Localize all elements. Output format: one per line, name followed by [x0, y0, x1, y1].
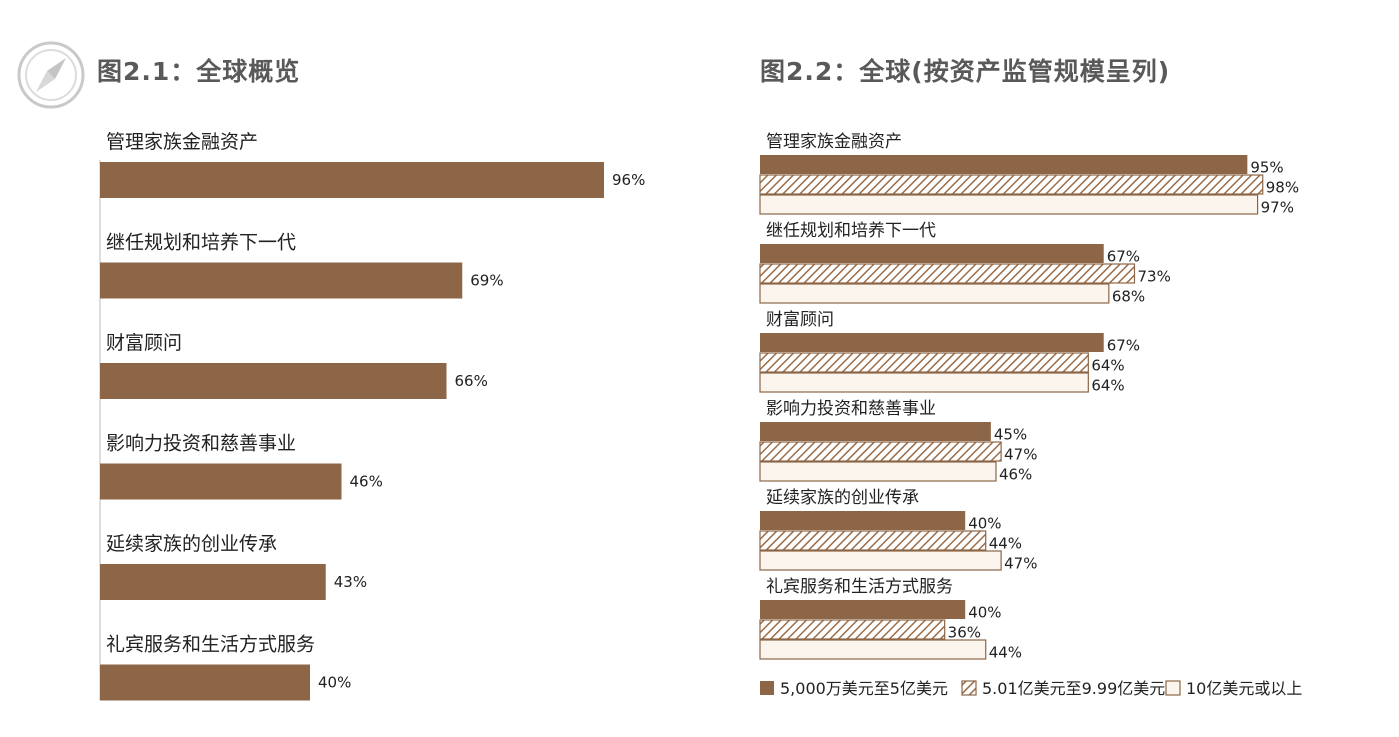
bar-series-2	[759, 174, 1264, 195]
bar-series-2	[759, 263, 1136, 284]
value-label: 43%	[334, 573, 367, 591]
value-label: 97%	[1261, 199, 1294, 217]
value-label: 47%	[1004, 446, 1037, 464]
bar-series-2	[759, 441, 1002, 462]
value-label: 69%	[470, 272, 503, 290]
legend-swatch	[760, 681, 774, 695]
value-label: 98%	[1266, 179, 1299, 197]
bar	[100, 363, 447, 399]
legend-swatch	[1165, 680, 1181, 696]
bar	[100, 664, 310, 701]
bar-series-1	[760, 244, 1104, 263]
legend-label: 5.01亿美元至9.99亿美元	[982, 679, 1165, 698]
category-label: 影响力投资和慈善事业	[766, 399, 936, 419]
bar	[100, 564, 326, 600]
category-label: 管理家族金融资产	[766, 132, 902, 152]
bar-series-2	[759, 619, 946, 640]
bar-series-3	[759, 461, 997, 482]
legend-label: 5,000万美元至5亿美元	[780, 679, 948, 698]
bar-series-1	[760, 155, 1248, 174]
category-label: 延续家族的创业传承	[766, 488, 919, 508]
value-label: 45%	[994, 426, 1027, 444]
value-label: 36%	[948, 624, 981, 642]
value-label: 47%	[1004, 555, 1037, 573]
bar-series-3	[759, 283, 1110, 304]
legend-swatch	[961, 680, 977, 696]
chart-global-overview: 管理家族金融资产 96% 继任规划和培养下一代 69% 财富顾问 66% 影响力投资和慈善事…	[99, 131, 645, 701]
value-label: 73%	[1137, 268, 1170, 286]
category-label: 财富顾问	[766, 310, 834, 330]
category-label: 继任规划和培养下一代	[766, 221, 936, 241]
value-label: 40%	[318, 674, 351, 692]
category-label: 财富顾问	[106, 332, 182, 354]
bar-series-3	[759, 194, 1259, 215]
compass-icon	[17, 41, 85, 109]
bar	[100, 463, 342, 500]
value-label: 67%	[1107, 337, 1140, 355]
category-label: 延续家族的创业传承	[106, 533, 277, 555]
bar	[100, 262, 463, 299]
value-label: 46%	[999, 466, 1032, 484]
value-label: 40%	[968, 604, 1001, 622]
bar-series-1	[760, 422, 991, 441]
chart-title-left: 图2.1：全球概览	[97, 57, 301, 86]
category-label: 礼宾服务和生活方式服务	[766, 577, 953, 597]
category-label: 影响力投资和慈善事业	[106, 433, 296, 455]
bar-series-3	[759, 550, 1002, 571]
value-label: 67%	[1107, 248, 1140, 266]
bar-series-1	[760, 511, 966, 530]
value-label: 44%	[989, 644, 1022, 662]
bar-series-2	[759, 530, 987, 551]
chart-title-right: 图2.2：全球(按资产监管规模呈列)	[760, 57, 1171, 86]
bar-series-1	[760, 333, 1104, 352]
category-label: 继任规划和培养下一代	[106, 232, 296, 254]
legend-label: 10亿美元或以上	[1186, 679, 1302, 698]
bar	[100, 162, 604, 198]
value-label: 64%	[1091, 377, 1124, 395]
value-label: 64%	[1091, 357, 1124, 375]
bar-series-2	[759, 352, 1089, 373]
value-label: 40%	[968, 515, 1001, 533]
bar-series-3	[759, 639, 987, 660]
value-label: 95%	[1250, 159, 1283, 177]
bar-series-3	[759, 372, 1089, 393]
category-label: 管理家族金融资产	[106, 131, 258, 153]
value-label: 44%	[989, 535, 1022, 553]
value-label: 46%	[350, 473, 383, 491]
bar-series-1	[760, 600, 966, 619]
category-label: 礼宾服务和生活方式服务	[106, 634, 315, 656]
value-label: 66%	[455, 372, 488, 390]
value-label: 68%	[1112, 288, 1145, 306]
value-label: 96%	[612, 171, 645, 189]
